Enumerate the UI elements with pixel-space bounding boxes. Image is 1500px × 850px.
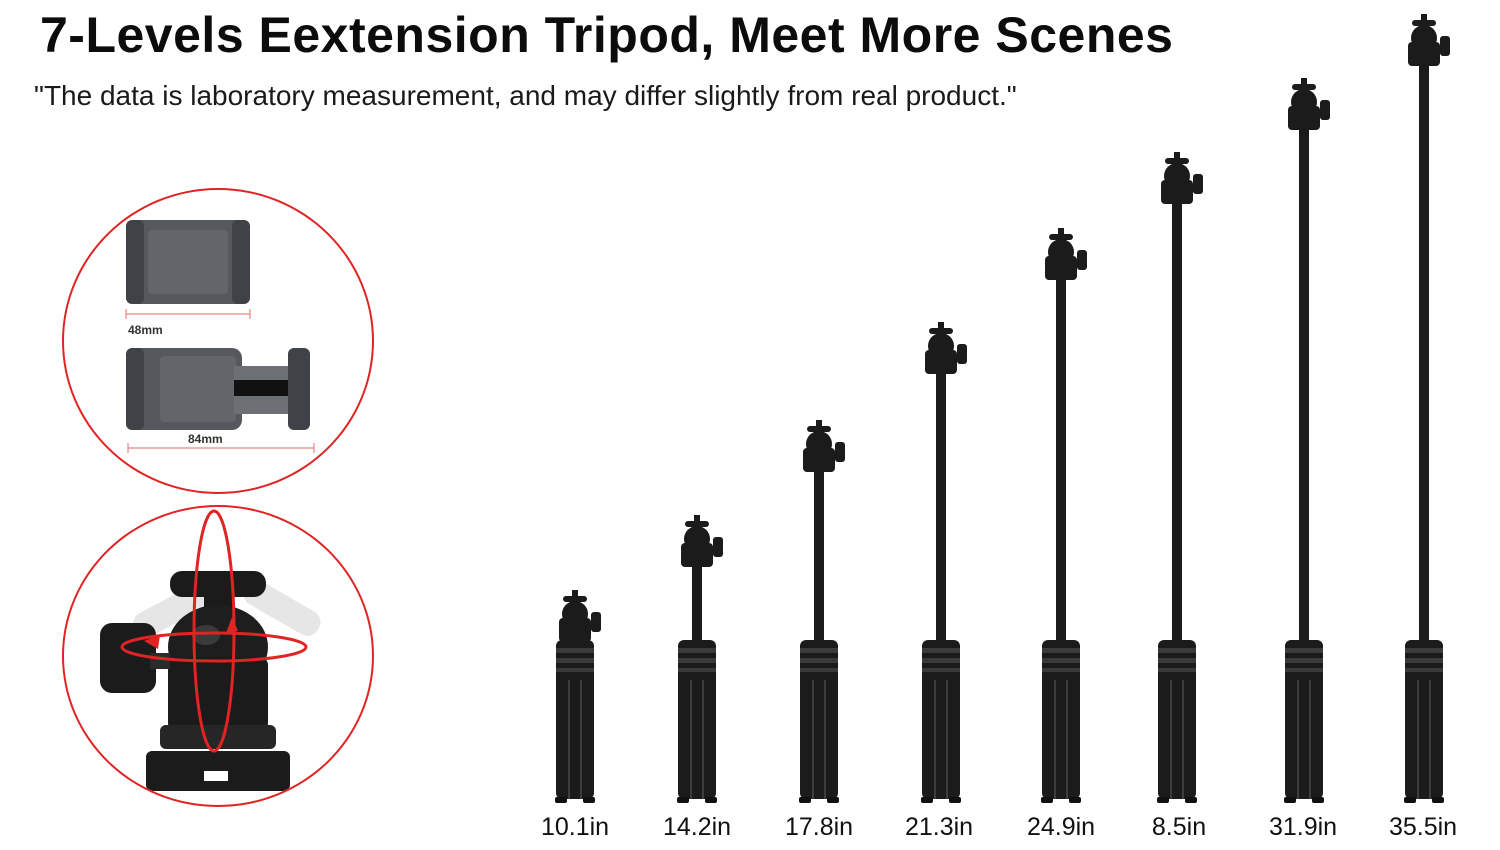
- tripod-model: [677, 515, 723, 803]
- tripod-model: [1041, 228, 1087, 803]
- ball-head-detail: [62, 505, 374, 807]
- height-label: 10.1in: [540, 813, 610, 841]
- height-label: 35.5in: [1388, 813, 1458, 841]
- clamp-closed-width: 48mm: [128, 323, 163, 337]
- height-label: 14.2in: [662, 813, 732, 841]
- tripod-model: [921, 322, 967, 803]
- height-label: 21.3in: [904, 813, 974, 841]
- height-label: 8.5in: [1151, 813, 1207, 841]
- phone-clamp-illustration: 48mm 84mm: [125, 220, 315, 453]
- page-subtitle: "The data is laboratory measurement, and…: [34, 80, 1017, 111]
- height-label: 24.9in: [1026, 813, 1096, 841]
- clamp-open-width: 84mm: [188, 432, 223, 446]
- tripod-model: [1157, 152, 1203, 803]
- tripod-model: [1404, 14, 1450, 803]
- tripod-model: [555, 590, 601, 803]
- ball-head-rotation-icon: [100, 509, 321, 791]
- height-label: 17.8in: [784, 813, 854, 841]
- tripod-model: [1284, 78, 1330, 803]
- clamp-closed: [126, 220, 250, 304]
- tripod-model: [799, 420, 845, 803]
- page-title: 7-Levels Eextension Tripod, Meet More Sc…: [40, 7, 1174, 63]
- phone-clamp-detail: 48mm 84mm: [62, 188, 374, 494]
- height-label: 31.9in: [1268, 813, 1338, 841]
- clamp-open: [126, 348, 310, 430]
